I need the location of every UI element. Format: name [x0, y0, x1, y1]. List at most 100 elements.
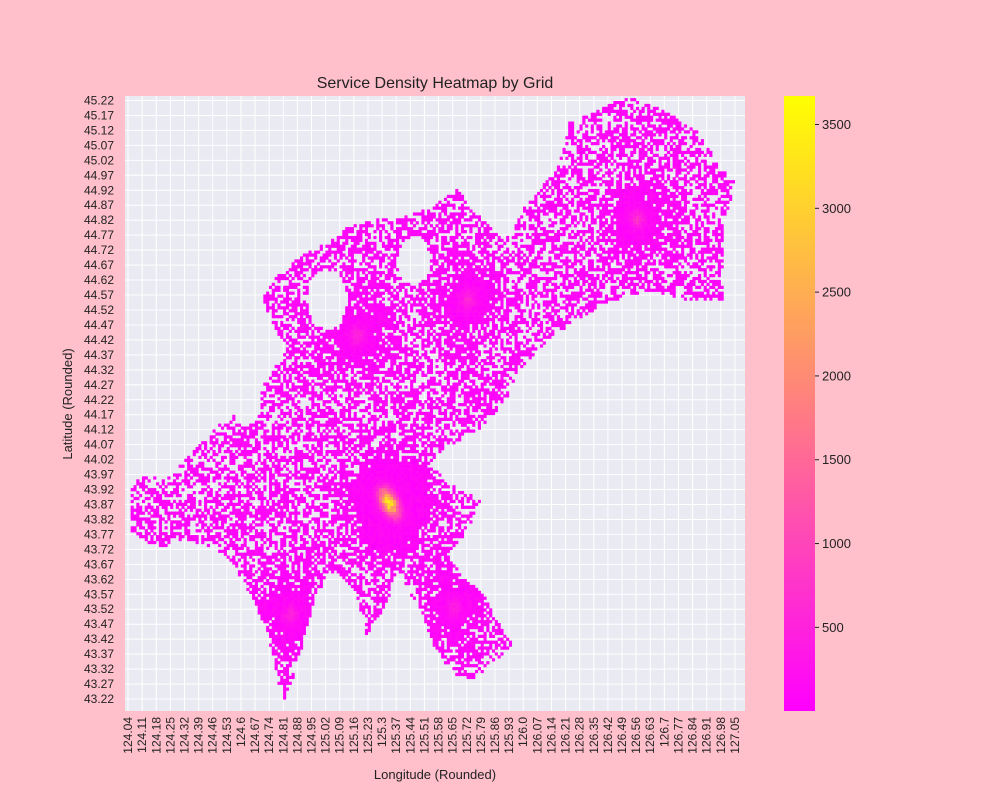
heatmap-cell: [302, 617, 306, 621]
heatmap-cell: [395, 482, 400, 486]
heatmap-cell: [280, 520, 284, 524]
heatmap-cell: [367, 256, 371, 260]
heatmap-cell: [263, 552, 267, 556]
heatmap-cell: [319, 508, 323, 512]
heatmap-cell: [395, 502, 400, 506]
heatmap-cell: [305, 576, 309, 580]
heatmap-cell: [333, 464, 337, 468]
heatmap-cell: [387, 344, 391, 348]
heatmap-cell: [133, 488, 137, 492]
heatmap-cell: [367, 432, 371, 436]
heatmap-cell: [322, 414, 326, 419]
heatmap-cell: [263, 441, 267, 445]
heatmap-cell: [305, 447, 309, 451]
heatmap-cell: [362, 496, 366, 501]
heatmap-cell: [376, 602, 380, 606]
heatmap-cell: [271, 581, 275, 586]
heatmap-cell: [370, 394, 374, 398]
heatmap-cell: [297, 631, 301, 636]
heatmap-cell: [364, 382, 369, 386]
heatmap-cell: [291, 432, 295, 436]
heatmap-cell: [302, 382, 306, 386]
heatmap-cell: [277, 652, 281, 656]
heatmap-cell: [294, 535, 298, 539]
heatmap-cell: [333, 473, 337, 477]
heatmap-cell: [316, 353, 321, 357]
heatmap-cell: [277, 593, 281, 597]
heatmap-cell: [218, 447, 222, 451]
heatmap-cell: [376, 579, 380, 583]
heatmap-cell: [381, 543, 385, 548]
heatmap-cell: [263, 581, 267, 586]
heatmap-cell: [367, 224, 371, 228]
heatmap-cell: [240, 493, 244, 498]
heatmap-cell: [249, 511, 253, 515]
heatmap-cell: [297, 332, 301, 336]
heatmap-cell: [345, 470, 349, 474]
heatmap-cell: [395, 221, 400, 225]
heatmap-cell: [280, 444, 284, 448]
heatmap-cell: [271, 599, 275, 603]
heatmap-cell: [370, 397, 374, 401]
heatmap-cell: [370, 259, 374, 263]
heatmap-cell: [356, 514, 360, 518]
heatmap-cell: [319, 584, 323, 589]
heatmap-cell: [285, 625, 290, 630]
heatmap-cell: [215, 532, 219, 536]
heatmap-cell: [311, 391, 315, 395]
heatmap-cell: [345, 570, 349, 574]
heatmap-cell: [319, 488, 323, 492]
heatmap-cell: [393, 315, 397, 319]
heatmap-cell: [359, 485, 363, 489]
heatmap-cell: [384, 549, 388, 553]
heatmap-cell: [266, 385, 270, 389]
heatmap-cell: [367, 508, 371, 512]
heatmap-cell: [297, 646, 301, 650]
heatmap-cell: [257, 493, 261, 498]
heatmap-cell: [223, 476, 227, 480]
heatmap-cell: [291, 309, 295, 313]
heatmap-cell: [308, 408, 312, 413]
heatmap-cell: [302, 623, 306, 627]
heatmap-cell: [164, 511, 168, 515]
heatmap-cell: [379, 532, 383, 536]
heatmap-cell: [384, 326, 388, 331]
heatmap-cell: [390, 573, 394, 577]
heatmap-cell: [187, 535, 191, 539]
heatmap-cell: [195, 508, 199, 512]
heatmap-cell: [381, 549, 385, 553]
heatmap-cell: [322, 511, 326, 515]
heatmap-cell: [370, 485, 374, 489]
heatmap-cell: [300, 623, 304, 627]
heatmap-cell: [277, 491, 281, 495]
heatmap-cell: [387, 467, 391, 471]
heatmap-cell: [274, 661, 278, 665]
heatmap-cell: [336, 350, 340, 354]
heatmap-cell: [350, 561, 354, 565]
heatmap-cell: [240, 543, 244, 548]
heatmap-cell: [283, 458, 287, 463]
heatmap-cell: [316, 529, 321, 533]
heatmap-cell: [381, 350, 385, 354]
heatmap-cell: [271, 438, 275, 442]
heatmap-cell: [283, 590, 287, 594]
heatmap-cell: [379, 546, 383, 550]
heatmap-cell: [260, 511, 264, 515]
heatmap-cell: [232, 529, 236, 533]
heatmap-cell: [260, 470, 264, 474]
heatmap-cell: [350, 379, 354, 383]
heatmap-cell: [370, 458, 374, 463]
heatmap-cell: [384, 359, 388, 363]
heatmap-cell: [277, 276, 281, 281]
heatmap-cell: [266, 508, 270, 512]
heatmap-cell: [350, 382, 354, 386]
heatmap-cell: [300, 523, 304, 527]
heatmap-cell: [311, 596, 315, 600]
heatmap-cell: [356, 329, 360, 333]
heatmap-cell: [325, 373, 329, 377]
heatmap-cell: [350, 485, 354, 489]
heatmap-cell: [181, 505, 185, 509]
heatmap-cell: [390, 449, 394, 454]
heatmap-cell: [235, 482, 239, 486]
heatmap-cell: [130, 499, 134, 504]
